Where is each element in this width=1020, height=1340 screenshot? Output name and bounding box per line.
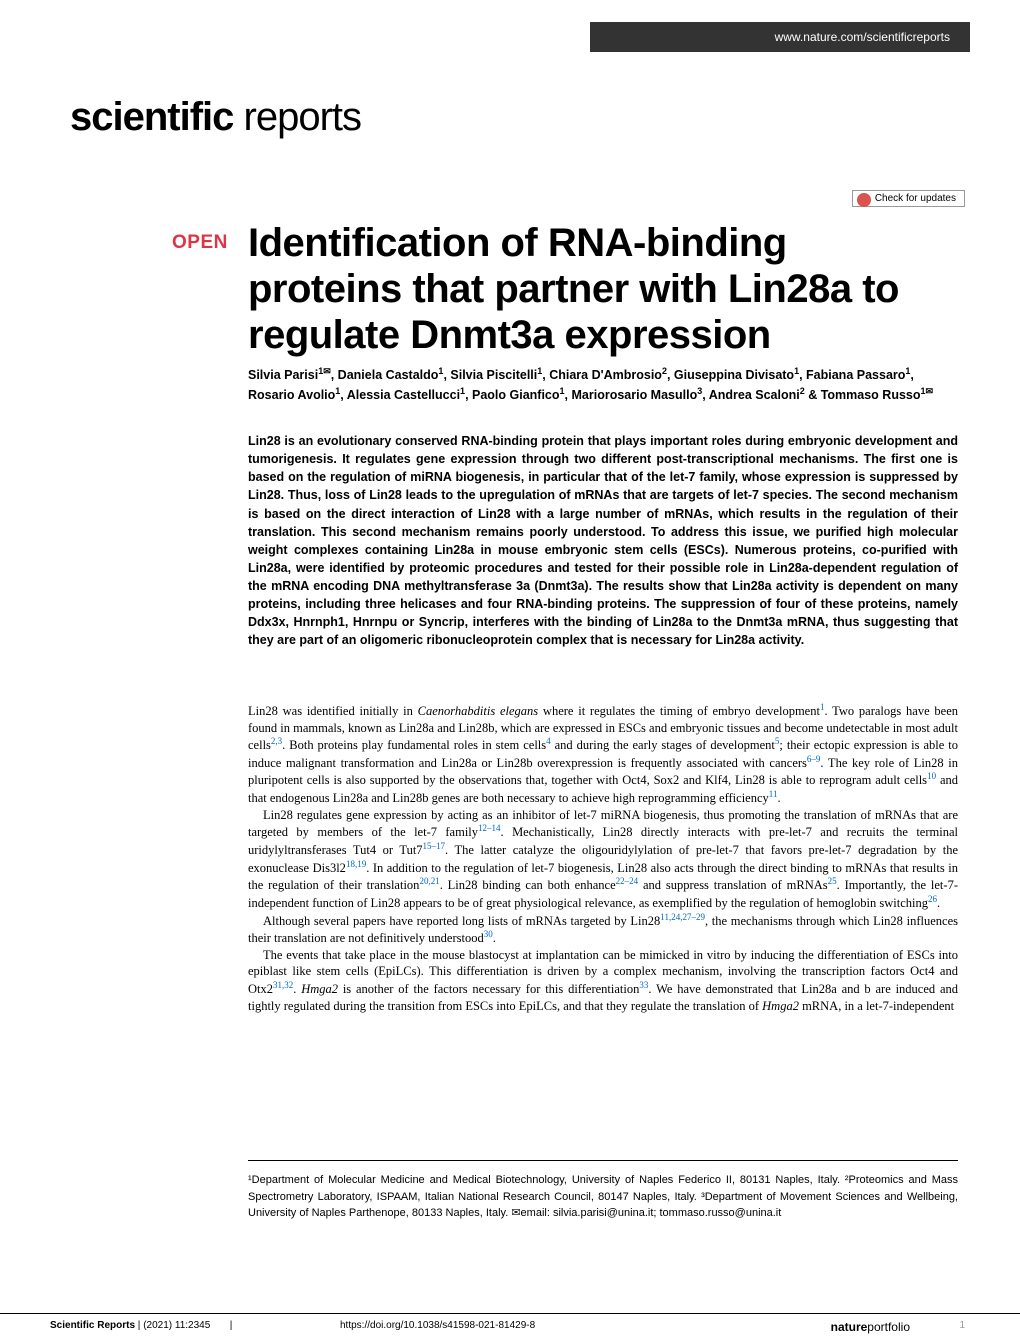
footer-citation: (2021) 11:2345	[143, 1320, 210, 1331]
footer-journal-citation: Scientific Reports | (2021) 11:2345 |	[50, 1320, 232, 1331]
paragraph-1: Lin28 was identified initially in Caenor…	[248, 702, 958, 807]
open-access-badge: OPEN	[172, 232, 228, 254]
footer: Scientific Reports | (2021) 11:2345 | ht…	[0, 1313, 1020, 1320]
affiliations: ¹Department of Molecular Medicine and Me…	[248, 1172, 958, 1222]
body-text: Lin28 was identified initially in Caenor…	[248, 702, 958, 1014]
publisher-logo: natureportfolio	[831, 1320, 910, 1334]
authors-list: Silvia Parisi1✉, Daniela Castaldo1, Silv…	[248, 365, 958, 404]
paragraph-4: The events that take place in the mouse …	[248, 947, 958, 1014]
logo-thin: reports	[233, 95, 361, 139]
affiliation-divider	[248, 1160, 958, 1161]
page-number: 1	[959, 1320, 965, 1331]
paragraph-2: Lin28 regulates gene expression by actin…	[248, 807, 958, 912]
journal-logo: scientific reports	[70, 95, 361, 140]
check-updates-badge[interactable]: Check for updates	[852, 190, 965, 207]
header-bar: www.nature.com/scientificreports	[590, 22, 970, 52]
footer-journal: Scientific Reports	[50, 1320, 135, 1331]
check-updates-label: Check for updates	[875, 193, 956, 204]
paragraph-3: Although several papers have reported lo…	[248, 912, 958, 947]
article-title: Identification of RNA-binding proteins t…	[248, 220, 948, 358]
abstract: Lin28 is an evolutionary conserved RNA-b…	[248, 432, 958, 650]
logo-bold: scientific	[70, 95, 233, 139]
footer-doi[interactable]: https://doi.org/10.1038/s41598-021-81429…	[340, 1320, 535, 1331]
header-url[interactable]: www.nature.com/scientificreports	[775, 30, 950, 44]
